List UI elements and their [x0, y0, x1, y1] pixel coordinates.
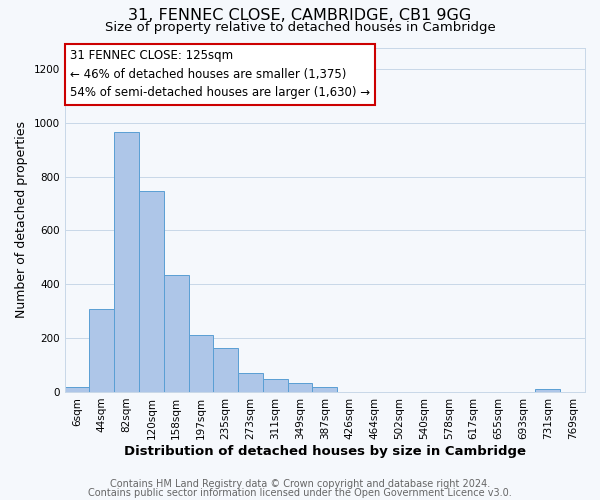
- Bar: [313, 388, 337, 392]
- Text: Contains public sector information licensed under the Open Government Licence v3: Contains public sector information licen…: [88, 488, 512, 498]
- Text: Contains HM Land Registry data © Crown copyright and database right 2024.: Contains HM Land Registry data © Crown c…: [110, 479, 490, 489]
- Bar: [263, 380, 287, 392]
- Y-axis label: Number of detached properties: Number of detached properties: [15, 121, 28, 318]
- Text: 31 FENNEC CLOSE: 125sqm
← 46% of detached houses are smaller (1,375)
54% of semi: 31 FENNEC CLOSE: 125sqm ← 46% of detache…: [70, 49, 370, 99]
- Text: Size of property relative to detached houses in Cambridge: Size of property relative to detached ho…: [104, 21, 496, 34]
- Bar: [535, 390, 560, 392]
- Bar: [164, 275, 188, 392]
- Bar: [188, 335, 214, 392]
- Bar: [238, 372, 263, 392]
- Bar: [139, 192, 164, 392]
- Text: 31, FENNEC CLOSE, CAMBRIDGE, CB1 9GG: 31, FENNEC CLOSE, CAMBRIDGE, CB1 9GG: [128, 8, 472, 22]
- Bar: [114, 132, 139, 392]
- Bar: [65, 386, 89, 392]
- Bar: [89, 308, 114, 392]
- Bar: [214, 348, 238, 392]
- X-axis label: Distribution of detached houses by size in Cambridge: Distribution of detached houses by size …: [124, 444, 526, 458]
- Bar: [287, 384, 313, 392]
